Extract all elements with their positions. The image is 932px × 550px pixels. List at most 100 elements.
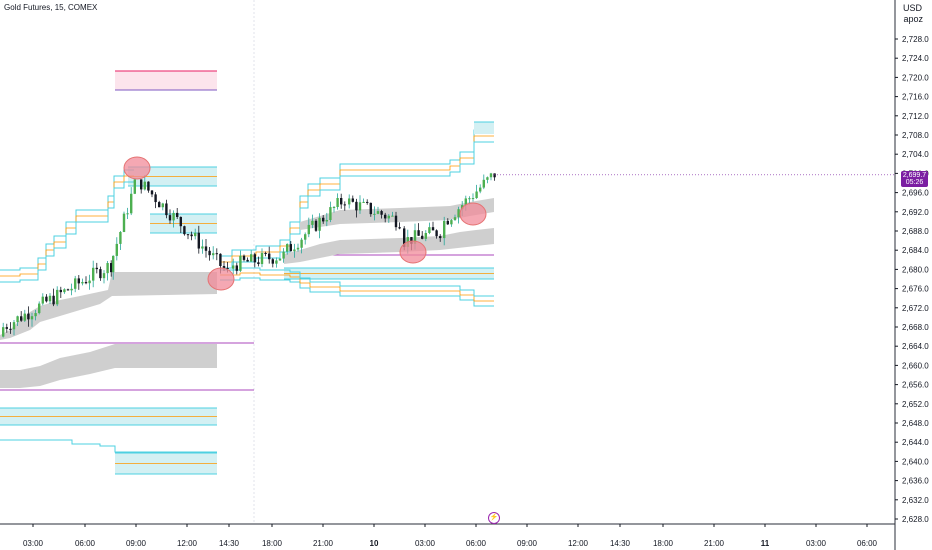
candle-body (417, 230, 420, 236)
candle-body (468, 198, 471, 200)
zone-layer (0, 70, 494, 475)
candle-body (443, 220, 446, 239)
candle-body (268, 253, 271, 260)
candle-body (264, 253, 267, 255)
candle-body (362, 201, 365, 203)
price-tick-label: 2,684.0 (902, 246, 929, 255)
candle-body (376, 211, 380, 214)
candle-body (343, 204, 346, 206)
candle-body (340, 198, 343, 205)
price-tick-label: 2,720.0 (902, 73, 929, 82)
time-tick-label: 11 (761, 539, 770, 548)
currency-label[interactable]: USD (902, 3, 922, 13)
user-label: apoz (903, 14, 923, 24)
candle-body (304, 234, 307, 240)
candle-body (81, 281, 84, 284)
candle-body (150, 190, 154, 195)
gray-band-a (0, 272, 217, 340)
candle-body (314, 220, 318, 231)
candle-body (369, 202, 372, 215)
candle-body (190, 234, 193, 237)
candle-body (453, 217, 457, 221)
candle-body (133, 179, 136, 194)
session-break-icon[interactable]: ⚡ (488, 512, 500, 524)
time-tick-label: 12:00 (177, 539, 198, 548)
candle-body (246, 259, 249, 262)
candle-body (186, 234, 190, 236)
price-tick-label: 2,696.0 (902, 189, 929, 198)
time-tick-label: 21:00 (704, 539, 725, 548)
candle-body (30, 316, 34, 320)
candle-body (23, 313, 26, 321)
candle-body (278, 258, 282, 261)
candle-body (293, 249, 296, 252)
candle-body (176, 212, 179, 217)
candle-body (204, 246, 208, 251)
candle-body (194, 232, 197, 237)
candle-body (70, 288, 73, 291)
candle-body (226, 267, 229, 269)
last-price-tag: 2,699.7 05:26 (901, 171, 928, 187)
candle-body (325, 219, 328, 222)
candle-body (99, 269, 102, 279)
price-tick-label: 2,668.0 (902, 323, 929, 332)
channel-lower-a (0, 439, 217, 453)
gray-band-d (300, 198, 494, 230)
price-tick-label: 2,656.0 (902, 381, 929, 390)
signal-circle-1 (123, 156, 151, 180)
candle-body (161, 203, 164, 208)
signal-circle-4 (459, 202, 487, 226)
marker-layer (123, 156, 895, 291)
price-tick-label: 2,664.0 (902, 342, 929, 351)
candle-body (88, 280, 91, 284)
time-axis[interactable]: 03:00 06:00 09:00 12:00 14:30 18:00 21:00 10 03:… (23, 524, 878, 548)
candle-body (348, 198, 351, 205)
candle-body (332, 207, 336, 209)
candle-body (59, 289, 62, 293)
candle-body (410, 237, 413, 244)
candle-body (110, 263, 113, 273)
candle-body (457, 209, 460, 218)
price-tick-label: 2,708.0 (902, 131, 929, 140)
candle-body (424, 232, 427, 239)
candle-body (428, 227, 431, 233)
candle-body (197, 232, 200, 249)
candle-body (380, 211, 383, 215)
candle-body (431, 227, 435, 231)
candle-body (130, 193, 133, 214)
price-axis[interactable]: 2,728.0 2,724.0 2,720.0 2,716.0 2,712.0 2,708… (895, 35, 929, 524)
time-tick-label: 10 (370, 539, 379, 548)
candle-body (373, 213, 376, 215)
candle-body (286, 244, 289, 252)
candle-body (201, 246, 204, 249)
candle-body (446, 220, 449, 225)
gray-band-b (0, 344, 217, 388)
channel2-lower-a (220, 277, 494, 307)
candle-body (489, 173, 493, 178)
candle-body (158, 202, 161, 208)
candle-body (482, 179, 485, 188)
candle-body (322, 217, 325, 222)
time-tick-label: 12:00 (568, 539, 589, 548)
price-tick-label: 2,716.0 (902, 93, 929, 102)
candle-body (289, 244, 292, 252)
candle-body (307, 224, 310, 235)
time-tick-label: 06:00 (466, 539, 487, 548)
price-tick-label: 2,712.0 (902, 112, 929, 121)
candle-body (9, 328, 12, 330)
candle-body (253, 254, 256, 263)
candle-body (52, 295, 55, 305)
candle-body (493, 173, 496, 178)
candle-body (183, 226, 186, 235)
time-tick-label: 18:00 (262, 539, 283, 548)
candle-body (212, 253, 215, 256)
candle-body (147, 181, 150, 191)
candle-body (232, 265, 235, 269)
candle-body (260, 253, 264, 265)
candle-body (95, 267, 98, 270)
candle-body (398, 227, 401, 229)
candle-body (66, 289, 70, 291)
last-price-value: 2,699.7 (902, 172, 927, 179)
price-tick-label: 2,632.0 (902, 496, 929, 505)
